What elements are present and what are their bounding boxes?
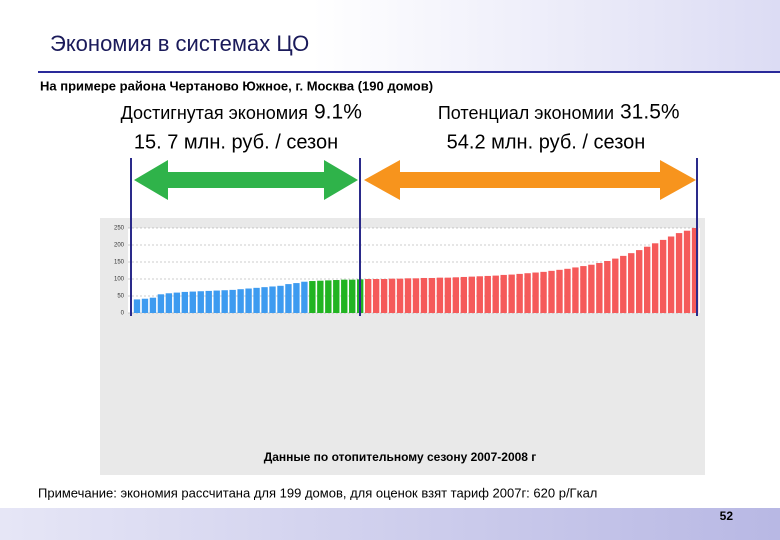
bar (165, 293, 173, 313)
bar (197, 291, 204, 313)
y-tick-label: 0 (121, 311, 125, 317)
bar (157, 294, 165, 313)
bar (277, 285, 284, 313)
bar (309, 281, 316, 313)
bar (604, 260, 611, 313)
bar (500, 274, 507, 313)
plot: 0 50 100 150 200 250 (114, 226, 700, 317)
bar (181, 291, 189, 313)
bar (659, 239, 667, 313)
bar (213, 290, 220, 313)
bar (428, 277, 436, 313)
bar (508, 274, 515, 313)
bar (412, 278, 420, 313)
bar (380, 279, 388, 313)
y-tick-label: 250 (114, 226, 125, 232)
bar (333, 280, 340, 313)
bar (675, 233, 683, 313)
bar (404, 278, 412, 313)
bar (229, 289, 236, 313)
note: Примечание: экономия рассчитана для 199 … (38, 485, 597, 500)
bar (628, 253, 635, 313)
bar (221, 290, 228, 313)
right-label: Потенциал экономии (438, 103, 614, 123)
bar (460, 276, 468, 313)
bar (564, 268, 571, 313)
y-tick-label: 50 (117, 294, 124, 300)
bar (691, 228, 699, 313)
title-band (0, 0, 780, 72)
bar (396, 278, 404, 313)
bar (293, 283, 300, 313)
achieved-arrow (134, 160, 358, 200)
bar (189, 291, 196, 313)
bar (468, 276, 475, 313)
bar (532, 272, 539, 313)
subtitle: На примере района Чертаново Южное, г. Мо… (40, 78, 433, 93)
bar (588, 264, 595, 313)
bar (285, 284, 292, 313)
bar (372, 279, 380, 313)
left-label: Достигнутая экономия (121, 103, 308, 123)
left-pct: 9.1% (314, 101, 362, 124)
bar (620, 255, 627, 313)
left-money: 15. 7 млн. руб. / сезон (134, 131, 338, 153)
potential-arrow (364, 160, 696, 200)
right-pct: 31.5% (620, 101, 680, 124)
y-tick-label: 200 (114, 243, 125, 249)
bar (683, 230, 691, 313)
chart-caption: Данные по отопительному сезону 2007-2008… (264, 450, 537, 464)
bar (643, 246, 651, 313)
y-tick-label: 150 (114, 260, 125, 266)
bar (420, 277, 428, 313)
bar (492, 275, 499, 313)
bar (651, 243, 659, 313)
footer-band (0, 508, 780, 540)
bar (548, 270, 555, 313)
bar (572, 267, 579, 313)
bar (149, 297, 157, 313)
bar (364, 279, 372, 313)
bar (301, 281, 308, 313)
bar (667, 236, 675, 313)
y-tick-label: 100 (114, 277, 125, 283)
bar (349, 279, 356, 313)
bar (245, 288, 252, 313)
bar (556, 269, 563, 313)
bar (540, 271, 547, 313)
right-money: 54.2 млн. руб. / сезон (447, 131, 646, 153)
bar (133, 299, 141, 313)
page-number: 52 (720, 509, 734, 523)
bar (612, 258, 619, 313)
bar (596, 263, 603, 313)
bar (253, 287, 260, 313)
bar (317, 280, 324, 313)
bar (524, 273, 531, 313)
bar (205, 290, 212, 313)
bar (388, 278, 396, 313)
bar (636, 250, 643, 313)
slide-title: Экономия в системах ЦО (50, 31, 309, 56)
bar (341, 279, 348, 313)
bar (237, 289, 244, 313)
bar (261, 287, 268, 313)
bar (452, 277, 460, 313)
bar (516, 273, 523, 313)
bar (141, 298, 149, 313)
bar (580, 266, 587, 313)
bar (173, 292, 181, 313)
bar (484, 275, 491, 313)
bar (269, 286, 276, 313)
bar (476, 276, 483, 313)
bar (444, 277, 452, 313)
bar (436, 277, 444, 313)
bar (325, 280, 332, 313)
